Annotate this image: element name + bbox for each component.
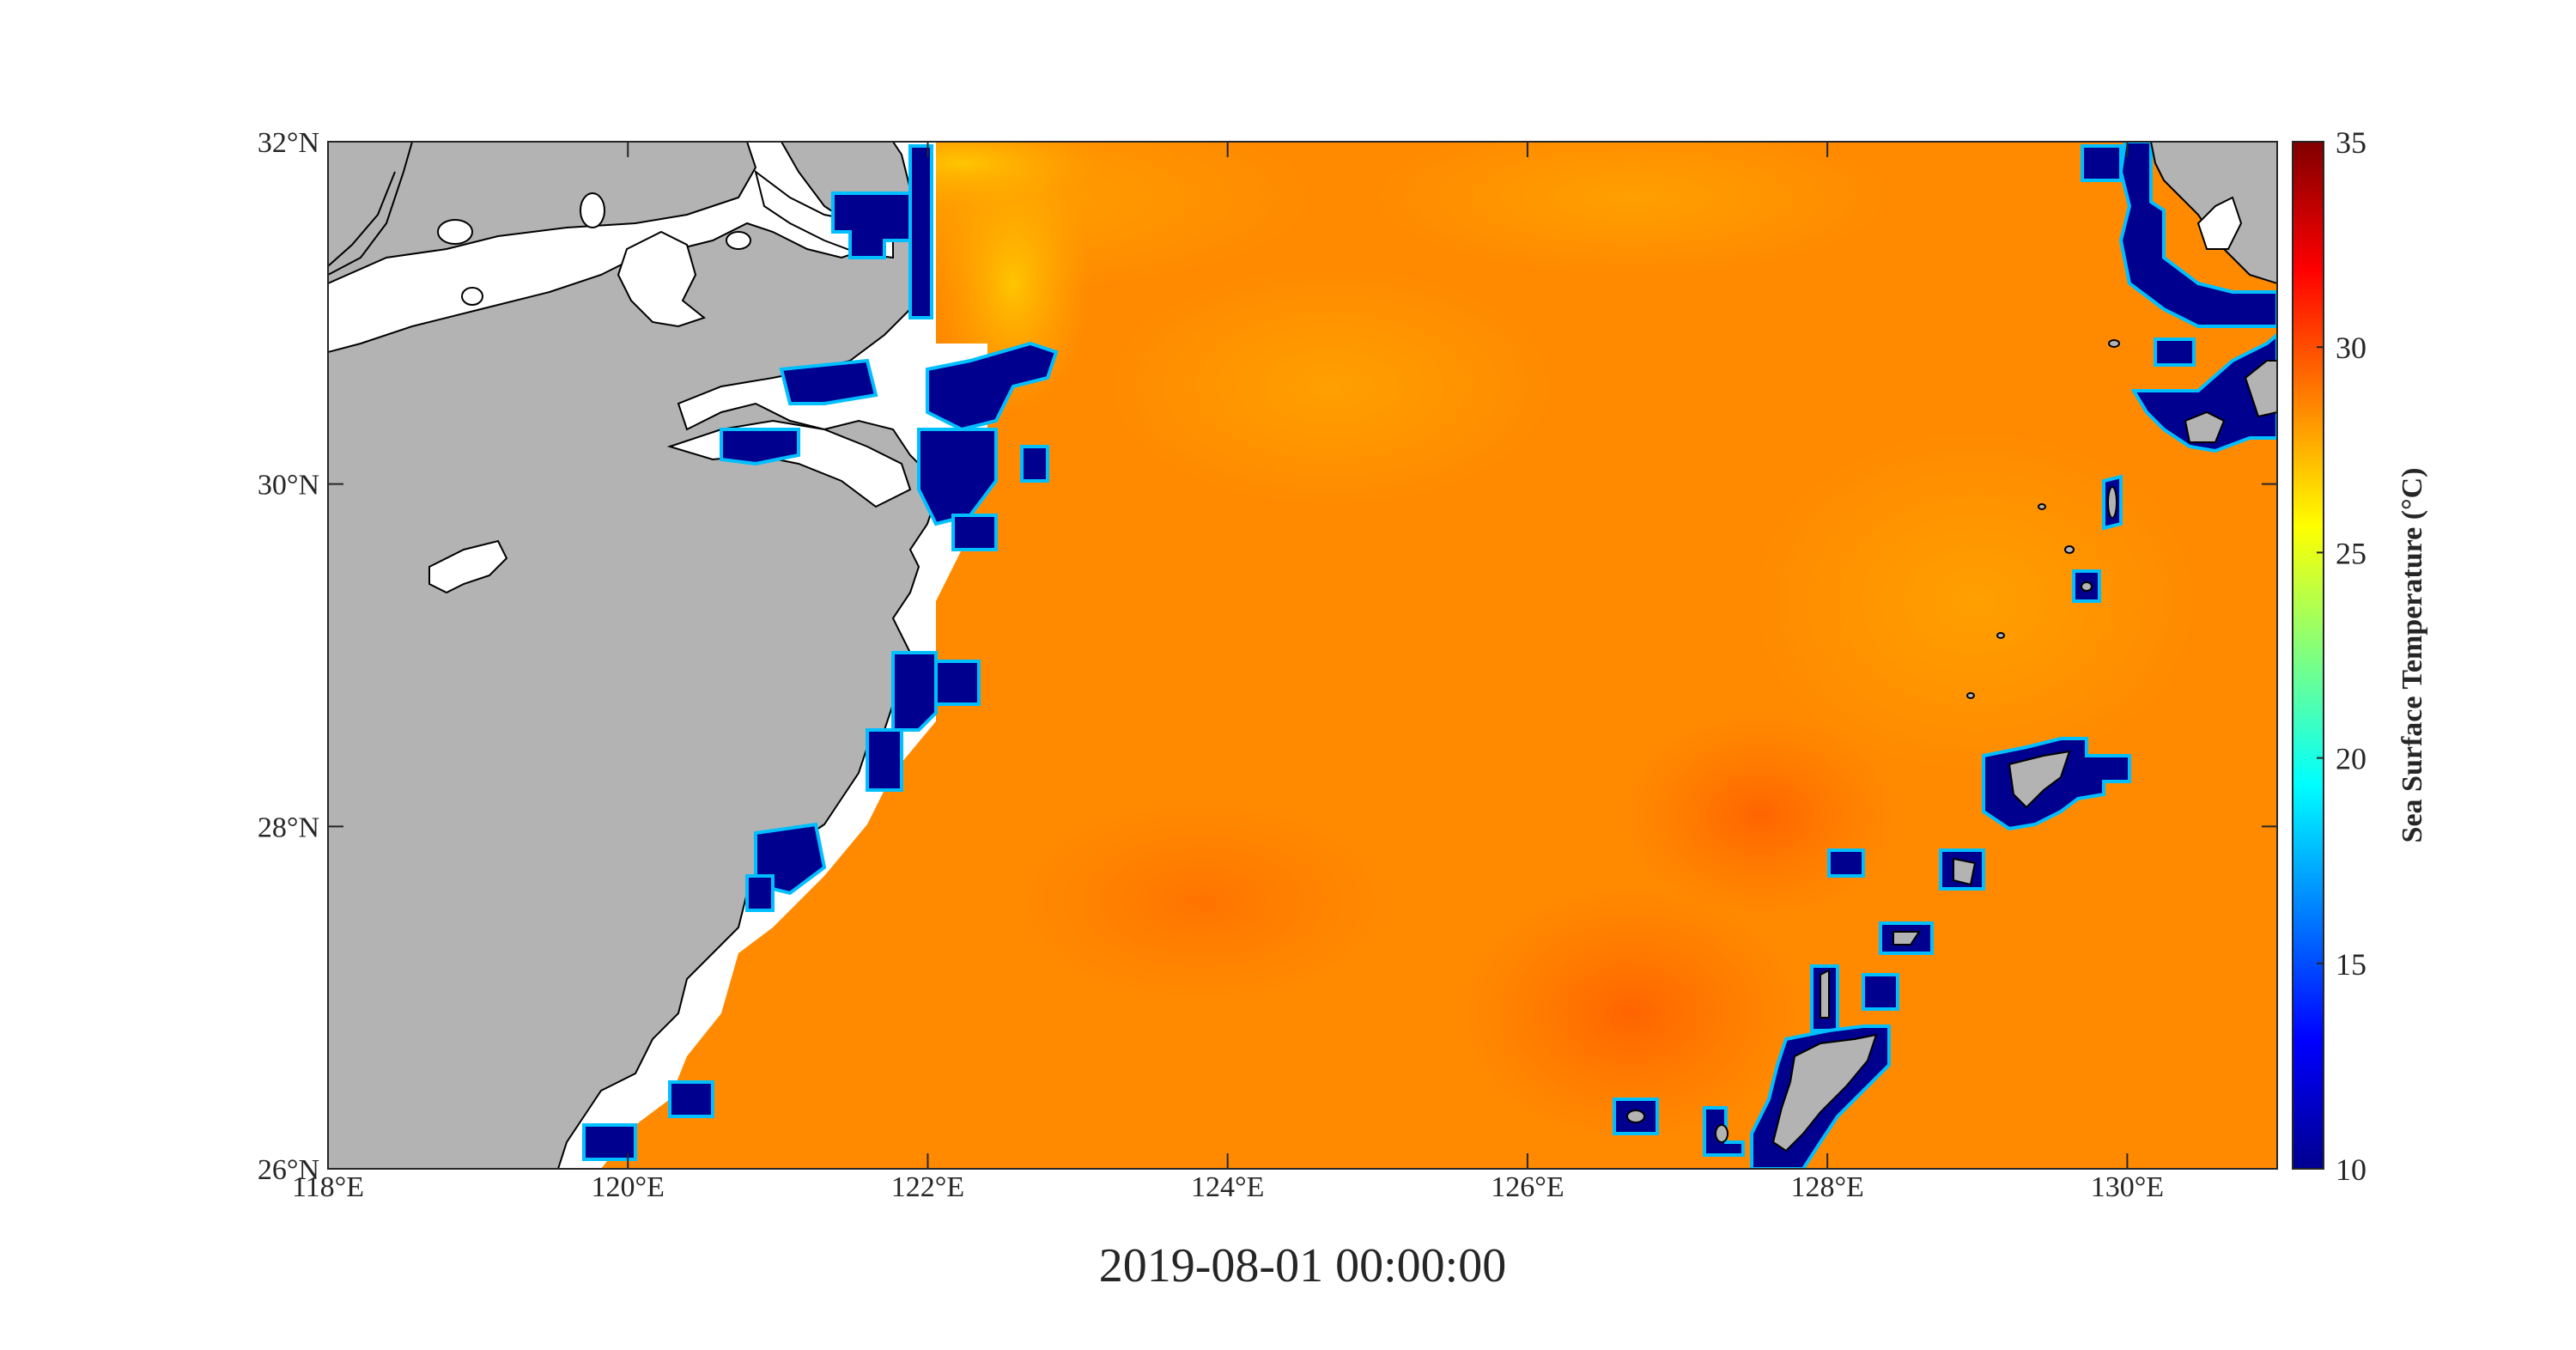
warm-patch (1752, 429, 2198, 773)
hot-patch (1013, 799, 1391, 1005)
colorbar-tick-label: 10 (2336, 1152, 2366, 1187)
y-axis: 26°N 28°N 30°N 32°N (258, 127, 2277, 1186)
island (1953, 857, 1977, 886)
island (2244, 360, 2277, 418)
island (1820, 969, 1830, 1019)
hot-patch (1623, 713, 1898, 919)
lake (461, 287, 483, 306)
island (1715, 1124, 1728, 1143)
cold-cell (1827, 848, 1865, 878)
kyushu (2081, 142, 2277, 453)
x-tick-label: 122°E (891, 1171, 964, 1203)
lake (437, 219, 473, 245)
cold-cell (951, 514, 998, 551)
cold-cell (745, 874, 775, 912)
island (2184, 410, 2226, 443)
warm-patch (1108, 266, 1554, 507)
y-tick-label: 28°N (258, 812, 319, 843)
cold-cell (866, 728, 903, 792)
cold-cell (1020, 445, 1049, 483)
coastal-cold-cells (582, 144, 1059, 1161)
cold-cell (2154, 338, 2196, 367)
colorbar-title: Sea Surface Temperature (°C) (2397, 468, 2428, 843)
y-tick-label: 32°N (258, 127, 319, 159)
colorbar-tick-label: 15 (2336, 947, 2366, 982)
colorbar-tick-label: 25 (2336, 536, 2366, 570)
colorbar-tick-label: 35 (2336, 125, 2366, 160)
cold-cell (1862, 973, 1899, 1011)
map-frame (327, 141, 2278, 1170)
island (2108, 339, 2120, 348)
warm-patch (1374, 142, 1889, 275)
y-tick-label: 30°N (258, 470, 319, 502)
amami-island (2008, 750, 2071, 809)
island (2038, 503, 2046, 510)
island (2081, 581, 2093, 592)
x-tick-label: 120°E (592, 1171, 665, 1203)
kagoshima-bay (2196, 196, 2243, 250)
x-tick-label: 126°E (1491, 1171, 1564, 1203)
island (1966, 692, 1975, 699)
island (1893, 931, 1921, 946)
cold-cell (891, 651, 938, 732)
island (1626, 1110, 1645, 1123)
lake (428, 539, 508, 594)
cold-cell (2130, 332, 2277, 453)
cold-cell (582, 1123, 637, 1161)
cold-cell (668, 1080, 714, 1118)
cold-cell (779, 358, 878, 405)
lake (726, 231, 751, 250)
island (2107, 486, 2117, 519)
cold-cell (934, 660, 981, 706)
colorbar-ticks: 10 15 20 25 30 35 (2317, 125, 2366, 1187)
map-area (328, 142, 2277, 1169)
y-tick-label: 26°N (258, 1154, 319, 1186)
lake (617, 230, 707, 328)
mainland-land (328, 142, 938, 1169)
river (328, 142, 413, 276)
hot-patch (1460, 885, 1803, 1142)
ryukyu-land (1626, 339, 2120, 1152)
lake (580, 192, 605, 228)
okinawa-island (1771, 1033, 1878, 1152)
colorbar-tick-label: 20 (2336, 742, 2366, 776)
x-tick-label: 128°E (1790, 1171, 1863, 1203)
x-axis: 118°E 120°E 122°E 124°E 126°E 128°E 130°E (292, 142, 2164, 1203)
colorbar (2292, 141, 2324, 1170)
cold-cell (831, 192, 912, 259)
cold-cell (720, 428, 800, 466)
x-tick-label: 118°E (292, 1171, 364, 1203)
island (1996, 632, 2005, 639)
kyushu-cold (2081, 142, 2277, 328)
cold-cell (926, 341, 1059, 432)
timestamp: 2019-08-01 00:00:00 (1099, 1239, 1506, 1292)
x-tick-label: 130°E (2091, 1171, 2164, 1203)
island (2064, 545, 2075, 554)
cold-cell (908, 144, 933, 319)
river (328, 171, 396, 267)
x-tick-label: 124°E (1191, 1171, 1264, 1203)
colorbar-tick-label: 30 (2336, 331, 2366, 365)
